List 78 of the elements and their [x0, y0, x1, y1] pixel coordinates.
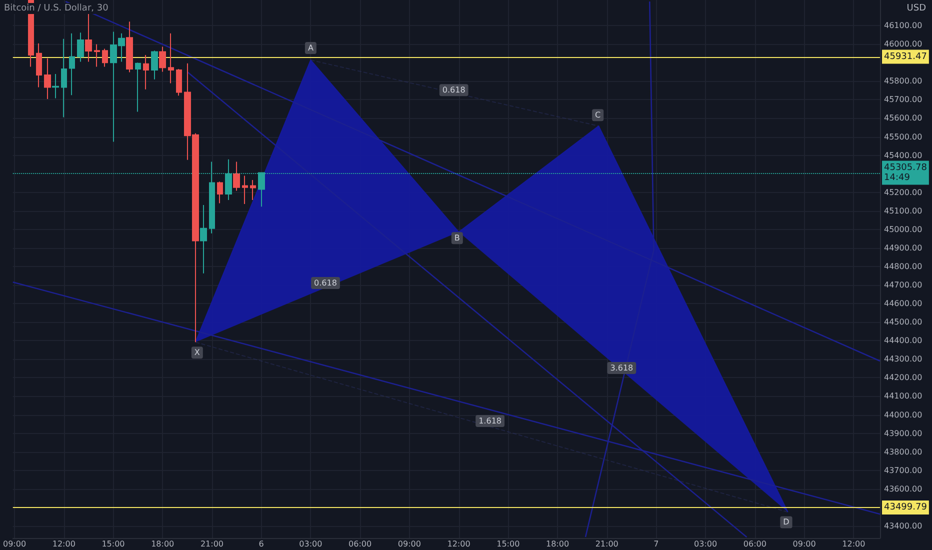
ref-line-label: 45305.78 14:49 — [884, 162, 928, 183]
x-tick-label: 09:00 — [398, 540, 421, 548]
y-tick-label: 44100.00 — [884, 392, 922, 401]
x-tick-label: 18:00 — [546, 540, 570, 548]
y-tick-label: 45700.00 — [884, 95, 922, 104]
x-tick-label: 06:00 — [348, 540, 372, 548]
y-tick-label: 45000.00 — [884, 224, 922, 234]
annotation: 1.618 — [478, 416, 502, 426]
y-tick-label: 44800.00 — [884, 262, 922, 271]
text: USD — [906, 4, 926, 14]
candlestick — [200, 204, 207, 274]
y-tick-label: 43400.00 — [884, 521, 922, 530]
y-tick-label: 44300.00 — [884, 354, 922, 364]
annotation: X — [194, 348, 200, 358]
x-tick-label: 12:00 — [52, 540, 76, 548]
candlestick — [52, 73, 59, 99]
y-tick-label: 43900.00 — [884, 428, 922, 438]
candlestick — [143, 54, 149, 90]
x-tick-label: 03:00 — [299, 540, 322, 548]
y-tick-label: 44200.00 — [884, 373, 922, 382]
y-tick-label: 44500.00 — [884, 318, 922, 327]
y-tick-label: 44900.00 — [884, 243, 922, 252]
candlestick — [77, 32, 84, 62]
y-tick-label: 44000.00 — [884, 410, 922, 420]
x-tick-label: 03:00 — [694, 540, 718, 548]
annotation: A — [308, 44, 314, 52]
candlestick — [126, 21, 133, 73]
x-tick-label: 21:00 — [595, 540, 618, 548]
ref-line-label: 45931.47 — [884, 52, 927, 62]
x-tick-label: 12:00 — [842, 540, 866, 548]
chart-title: Bitcoin / U.S. Dollar, 30 — [4, 4, 109, 14]
candlestick — [176, 68, 182, 96]
y-tick-label: 45100.00 — [884, 206, 922, 216]
candlestick — [250, 179, 256, 200]
candlestick — [168, 32, 174, 84]
candlestick — [242, 175, 248, 205]
ref-line-label: 43499.79 — [884, 502, 928, 512]
y-tick-label: 43600.00 — [884, 484, 922, 494]
x-tick-label: 6 — [258, 540, 264, 548]
candlestick — [233, 161, 240, 192]
y-tick-label: 44400.00 — [884, 336, 922, 346]
x-tick-label: 7 — [654, 540, 659, 548]
candlestick — [159, 46, 166, 72]
y-tick-label: 44600.00 — [884, 299, 922, 308]
annotation: 3.618 — [610, 364, 634, 373]
candlestick — [135, 62, 141, 112]
candlestick — [102, 48, 108, 68]
annotation: D — [783, 518, 790, 527]
annotation: C — [595, 110, 602, 120]
y-tick-label: 45600.00 — [884, 114, 922, 123]
candlestick — [69, 32, 75, 96]
y-tick-label: 46100.00 — [884, 21, 922, 30]
x-tick-label: 15:00 — [102, 540, 125, 548]
x-tick-label: 09:00 — [792, 540, 816, 548]
x-tick-label: 18:00 — [151, 540, 174, 548]
x-tick-label: 15:00 — [496, 540, 520, 548]
y-tick-label: 45500.00 — [884, 132, 922, 142]
annotation: B — [454, 234, 460, 243]
y-tick-label: 46000.00 — [884, 40, 922, 49]
annotation: 0.618 — [314, 278, 337, 288]
y-tick-label: 45800.00 — [884, 76, 922, 86]
candlestick — [36, 42, 42, 88]
candlestick — [151, 50, 158, 80]
x-tick-label: 21:00 — [200, 540, 224, 548]
candlestick — [217, 181, 223, 204]
candlestick — [94, 44, 100, 68]
y-tick-label: 43800.00 — [884, 447, 922, 456]
y-tick-label: 45200.00 — [884, 188, 922, 197]
candlestick — [61, 38, 67, 118]
y-tick-label: 44700.00 — [884, 280, 922, 290]
x-tick-label: 06:00 — [743, 540, 766, 548]
y-tick-label: 43700.00 — [884, 466, 922, 475]
x-tick-label: 09:00 — [2, 540, 26, 548]
candlestick — [44, 58, 51, 100]
candlestick — [85, 12, 92, 62]
annotation: 0.618 — [442, 86, 466, 95]
x-tick-label: 12:00 — [447, 540, 470, 548]
y-tick-label: 45400.00 — [884, 150, 922, 160]
